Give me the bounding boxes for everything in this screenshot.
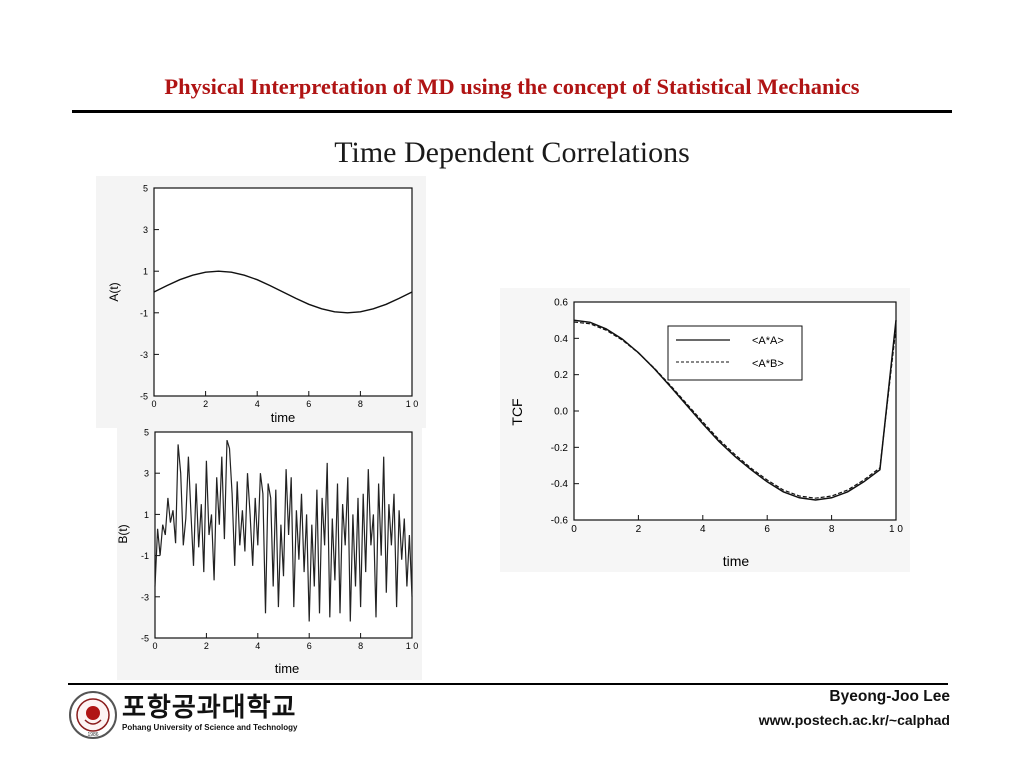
chart-a-series-line (153, 270, 413, 314)
chart-a-ytick-label: 3 (143, 225, 148, 235)
chart-tcf-xtick-label: 6 (764, 524, 770, 535)
seal-year: 1986 (87, 732, 98, 738)
legend-label-aa: <A*A> (752, 335, 784, 347)
chart-b: 5 3 1 -1 -3 -5 0 2 4 6 8 1 0 time B(t) (117, 426, 422, 680)
author-name: Byeong-Joo Lee (829, 688, 950, 705)
chart-a: 5 3 1 -1 -3 -5 0 2 4 6 8 1 0 time A(t) (96, 176, 426, 428)
chart-b-xtick-label: 0 (152, 641, 157, 651)
chart-b-ytick-label: -5 (141, 634, 149, 644)
chart-b-xlabel: time (275, 661, 300, 676)
slide-title: Physical Interpretation of MD using the … (164, 74, 860, 99)
chart-tcf-ytick-label: 0.6 (554, 298, 568, 309)
chart-b-ytick-label: -1 (141, 551, 149, 561)
chart-tcf-xtick-label: 2 (636, 524, 642, 535)
chart-a-xtick-label: 4 (255, 399, 260, 409)
chart-tcf-ytick-label: 0.4 (554, 334, 568, 345)
chart-b-xtick-label: 4 (255, 641, 260, 651)
chart-tcf: 0.6 0.4 0.2 0.0 -0.2 -0.4 -0.6 0 2 4 6 8 1 0 <A*A> … (500, 288, 910, 572)
chart-a-ytick-label: -1 (140, 308, 148, 318)
chart-a-ytick-label: -5 (140, 392, 148, 402)
chart-a-xtick-label: 6 (306, 399, 311, 409)
chart-tcf-ytick-label: 0.0 (554, 407, 568, 418)
chart-tcf-ylabel: TCF (509, 398, 525, 425)
chart-tcf-ytick-label: 0.2 (554, 370, 568, 381)
chart-b-xtick-label: 6 (307, 641, 312, 651)
chart-b-xtick-label: 2 (204, 641, 209, 651)
chart-tcf-series-aa (573, 319, 897, 501)
chart-b-series-line (154, 440, 413, 622)
chart-b-xtick-label: 8 (358, 641, 363, 651)
chart-tcf-xtick-label: 4 (700, 524, 706, 535)
chart-a-ytick-label: 1 (143, 267, 148, 277)
chart-a-ytick-label: -3 (140, 350, 148, 360)
author-url[interactable]: www.postech.ac.kr/~calphad (758, 712, 950, 728)
chart-tcf-series-ab (573, 321, 897, 499)
chart-tcf-xlabel: time (723, 553, 750, 569)
legend-label-ab: <A*B> (752, 358, 784, 370)
chart-b-ytick-label: 5 (144, 428, 149, 438)
chart-b-ytick-label: 3 (144, 469, 149, 479)
university-name-english: Pohang University of Science and Technol… (122, 723, 298, 732)
chart-tcf-ytick-label: -0.6 (551, 516, 569, 527)
chart-a-xtick-label: 8 (358, 399, 363, 409)
chart-b-ytick-label: -3 (141, 592, 149, 602)
chart-a-xtick-label: 2 (203, 399, 208, 409)
chart-b-xtick-label: 1 0 (406, 641, 419, 651)
chart-tcf-xtick-label: 8 (829, 524, 835, 535)
chart-b-ylabel: B(t) (117, 524, 130, 543)
chart-tcf-ytick-label: -0.2 (551, 443, 569, 454)
chart-tcf-xtick-label: 1 0 (889, 524, 903, 535)
chart-a-ytick-label: 5 (143, 184, 148, 194)
chart-a-xtick-label: 1 0 (406, 399, 419, 409)
title-divider (72, 110, 952, 113)
university-seal-logo: 1986 (69, 691, 117, 739)
footer-divider (68, 683, 948, 685)
chart-tcf-xtick-label: 0 (571, 524, 577, 535)
chart-a-ylabel: A(t) (107, 282, 121, 301)
chart-b-ytick-label: 1 (144, 510, 149, 520)
chart-tcf-ytick-label: -0.4 (551, 479, 569, 490)
chart-tcf-legend: <A*A> <A*B> (667, 325, 803, 381)
slide-subtitle: Time Dependent Correlations (334, 136, 690, 169)
chart-a-xtick-label: 0 (151, 399, 156, 409)
university-name-korean: 포항공과대학교 (122, 692, 297, 722)
chart-a-xlabel: time (271, 410, 296, 425)
